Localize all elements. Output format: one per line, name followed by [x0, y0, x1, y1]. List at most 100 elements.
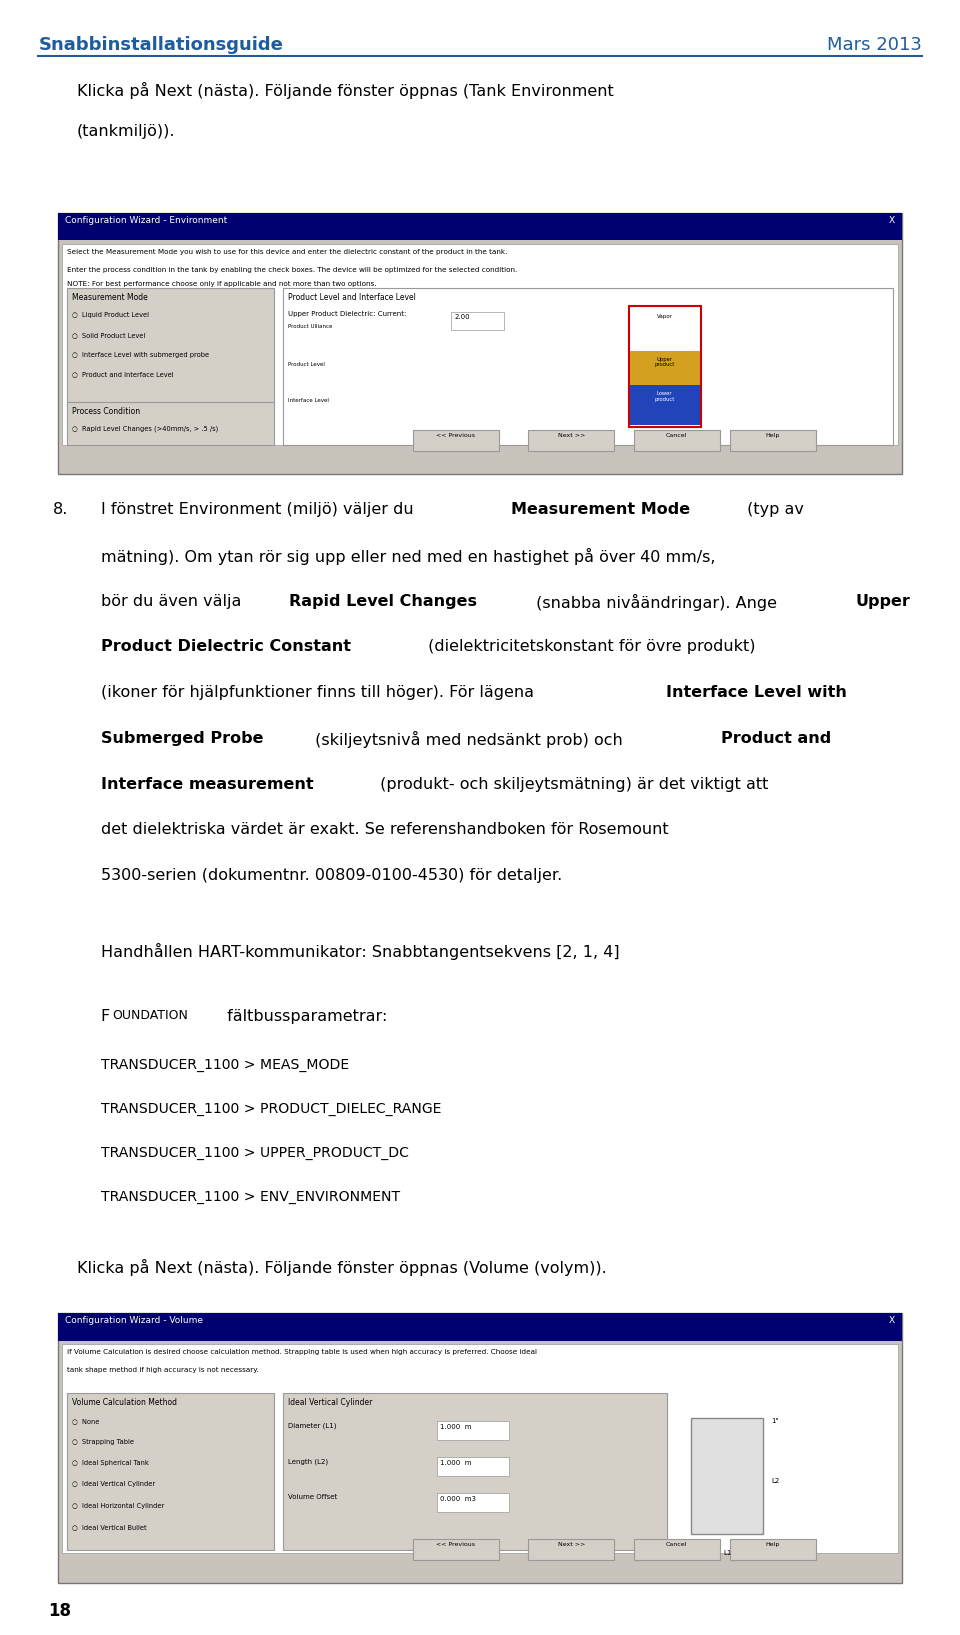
Bar: [283, 288, 893, 445]
Text: I fönstret Environment (miljö) väljer du: I fönstret Environment (miljö) väljer du: [101, 502, 419, 517]
Text: ○  Solid Product Level: ○ Solid Product Level: [72, 332, 145, 338]
Text: Select the Measurement Mode you wish to use for this device and enter the dielec: Select the Measurement Mode you wish to …: [67, 249, 508, 255]
Text: Handhållen HART-kommunikator: Snabbtangentsekvens [2, 1, 4]: Handhållen HART-kommunikator: Snabbtange…: [101, 943, 619, 960]
Text: Measurement Mode: Measurement Mode: [511, 502, 690, 517]
Text: Lower
product: Lower product: [655, 391, 675, 402]
Text: ○  Ideal Vertical Cylinder: ○ Ideal Vertical Cylinder: [72, 1481, 156, 1488]
Text: (produkt- och skiljeytsmätning) är det viktigt att: (produkt- och skiljeytsmätning) är det v…: [375, 777, 769, 791]
Text: ○  Strapping Table: ○ Strapping Table: [72, 1439, 134, 1445]
Text: 1": 1": [771, 1418, 779, 1424]
Text: Interface Level with: Interface Level with: [666, 685, 847, 700]
Text: det dielektriska värdet är exakt. Se referenshandboken för Rosemount: det dielektriska värdet är exakt. Se ref…: [101, 822, 668, 837]
Text: Length (L2): Length (L2): [288, 1458, 328, 1465]
Bar: [62, 244, 898, 445]
Bar: [58, 1313, 902, 1341]
Text: ○  None: ○ None: [72, 1418, 100, 1424]
Text: ○  Ideal Spherical Tank: ○ Ideal Spherical Tank: [72, 1460, 149, 1467]
Text: TRANSDUCER_1100 > ENV_ENVIRONMENT: TRANSDUCER_1100 > ENV_ENVIRONMENT: [101, 1190, 400, 1205]
Text: TRANSDUCER_1100 > MEAS_MODE: TRANSDUCER_1100 > MEAS_MODE: [101, 1058, 348, 1073]
Text: Interface measurement: Interface measurement: [101, 777, 313, 791]
Text: Cancel: Cancel: [666, 1542, 687, 1547]
Text: Configuration Wizard - Volume: Configuration Wizard - Volume: [65, 1316, 204, 1326]
Text: Product Dielectric Constant: Product Dielectric Constant: [101, 639, 350, 654]
Text: 0.000  m3: 0.000 m3: [440, 1496, 475, 1503]
Text: Mars 2013: Mars 2013: [827, 36, 922, 54]
Text: L1: L1: [723, 1550, 732, 1557]
Text: TRANSDUCER_1100 > PRODUCT_DIELEC_RANGE: TRANSDUCER_1100 > PRODUCT_DIELEC_RANGE: [101, 1102, 442, 1117]
Bar: [629, 352, 701, 389]
Text: ○  Ideal Vertical Bullet: ○ Ideal Vertical Bullet: [72, 1524, 147, 1530]
Text: Help: Help: [766, 1542, 780, 1547]
Text: mätning). Om ytan rör sig upp eller ned med en hastighet på över 40 mm/s,: mätning). Om ytan rör sig upp eller ned …: [101, 548, 715, 564]
Bar: [437, 1457, 509, 1476]
Text: ○  Product and Interface Level: ○ Product and Interface Level: [72, 371, 174, 378]
Text: (snabba nivåändringar). Ange: (snabba nivåändringar). Ange: [531, 594, 782, 610]
Text: Rapid Level Changes: Rapid Level Changes: [289, 594, 476, 608]
Text: 8.: 8.: [53, 502, 68, 517]
Text: Submerged Probe: Submerged Probe: [101, 731, 263, 746]
Bar: [413, 1539, 499, 1560]
Text: Klicka på Next (nästa). Följande fönster öppnas (Tank Environment: Klicka på Next (nästa). Följande fönster…: [77, 82, 613, 98]
Bar: [67, 288, 274, 405]
Text: Cancel: Cancel: [666, 433, 687, 438]
Text: Upper
product: Upper product: [655, 356, 675, 368]
Text: 5300-serien (dokumentnr. 00809-0100-4530) för detaljer.: 5300-serien (dokumentnr. 00809-0100-4530…: [101, 868, 562, 883]
Bar: [730, 430, 816, 451]
Text: X: X: [889, 216, 895, 226]
Text: Snabbinstallationsguide: Snabbinstallationsguide: [38, 36, 283, 54]
Bar: [62, 1344, 898, 1553]
Bar: [58, 213, 902, 240]
Text: Diameter (L1): Diameter (L1): [288, 1422, 337, 1429]
Text: Klicka på Next (nästa). Följande fönster öppnas (Volume (volym)).: Klicka på Next (nästa). Följande fönster…: [77, 1259, 607, 1275]
Text: If Volume Calculation is desired choose calculation method. Strapping table is u: If Volume Calculation is desired choose …: [67, 1349, 538, 1355]
Text: Vapor: Vapor: [657, 314, 673, 319]
Bar: [691, 1418, 763, 1534]
Bar: [451, 312, 504, 330]
Bar: [437, 1421, 509, 1440]
Text: Product Ulliance: Product Ulliance: [288, 324, 332, 329]
Bar: [283, 1393, 667, 1550]
Text: Product Level: Product Level: [288, 361, 324, 366]
Text: (typ av: (typ av: [742, 502, 804, 517]
Text: 1.000  m: 1.000 m: [440, 1424, 471, 1431]
Text: 2.00: 2.00: [454, 314, 469, 320]
Bar: [58, 1313, 902, 1583]
Text: Process Condition: Process Condition: [72, 407, 140, 417]
Text: << Previous: << Previous: [437, 1542, 475, 1547]
Text: Configuration Wizard - Environment: Configuration Wizard - Environment: [65, 216, 228, 226]
Text: Volume Calculation Method: Volume Calculation Method: [72, 1398, 177, 1408]
Bar: [629, 309, 701, 353]
Text: bör du även välja: bör du även välja: [101, 594, 247, 608]
Text: OUNDATION: OUNDATION: [112, 1009, 188, 1022]
Text: Interface Level: Interface Level: [288, 399, 329, 404]
Bar: [730, 1539, 816, 1560]
Text: Product and: Product and: [721, 731, 831, 746]
Text: Upper: Upper: [855, 594, 910, 608]
Bar: [67, 1393, 274, 1550]
Text: TRANSDUCER_1100 > UPPER_PRODUCT_DC: TRANSDUCER_1100 > UPPER_PRODUCT_DC: [101, 1146, 409, 1161]
Text: Next >>: Next >>: [558, 433, 585, 438]
Text: 18: 18: [48, 1602, 71, 1620]
Text: (ikoner för hjälpfunktioner finns till höger). För lägena: (ikoner för hjälpfunktioner finns till h…: [101, 685, 539, 700]
Text: (tankmiljö)).: (tankmiljö)).: [77, 124, 176, 139]
Text: NOTE: For best performance choose only if applicable and not more than two optio: NOTE: For best performance choose only i…: [67, 281, 376, 288]
Bar: [634, 430, 720, 451]
Bar: [413, 430, 499, 451]
Text: Enter the process condition in the tank by enabling the check boxes. The device : Enter the process condition in the tank …: [67, 267, 517, 273]
Text: Ideal Vertical Cylinder: Ideal Vertical Cylinder: [288, 1398, 372, 1408]
Bar: [629, 306, 701, 427]
Bar: [67, 402, 274, 445]
Text: ○  Interface Level with submerged probe: ○ Interface Level with submerged probe: [72, 352, 209, 358]
Text: 1.000  m: 1.000 m: [440, 1460, 471, 1467]
Bar: [528, 1539, 614, 1560]
Text: X: X: [889, 1316, 895, 1326]
Text: F: F: [101, 1009, 110, 1024]
Bar: [437, 1493, 509, 1512]
Bar: [634, 1539, 720, 1560]
Text: fältbussparametrar:: fältbussparametrar:: [223, 1009, 388, 1024]
Bar: [629, 384, 701, 425]
Text: ○  Ideal Horizontal Cylinder: ○ Ideal Horizontal Cylinder: [72, 1503, 164, 1509]
Text: Upper Product Dielectric: Current:: Upper Product Dielectric: Current:: [288, 311, 406, 317]
Text: << Previous: << Previous: [437, 433, 475, 438]
Text: tank shape method if high accuracy is not necessary.: tank shape method if high accuracy is no…: [67, 1367, 259, 1373]
